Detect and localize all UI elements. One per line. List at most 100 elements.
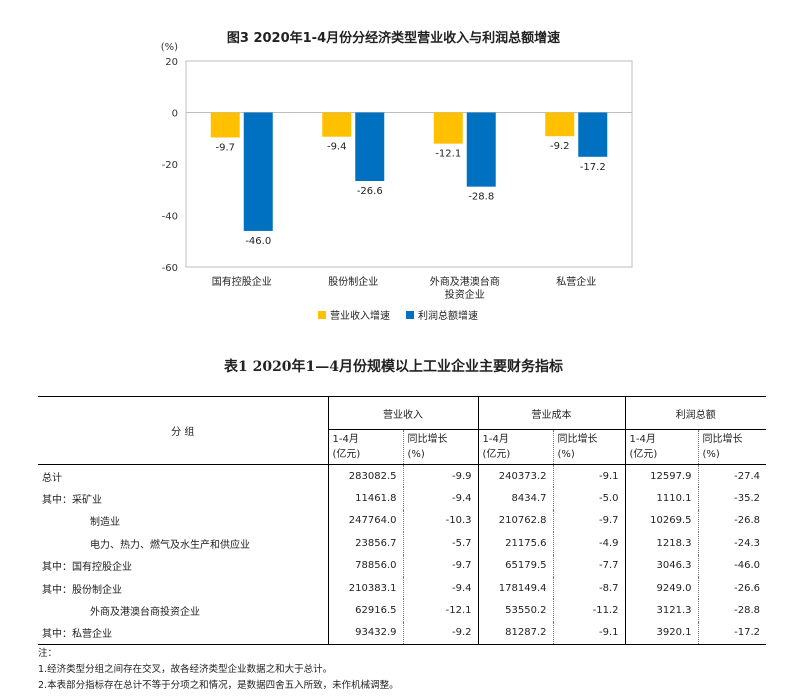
cell-cost-growth: -8.7 — [552, 576, 625, 600]
note-2: 2.本表部分指标存在总计不等于分项之和情况，是数据四舍五入所致，未作机械调整。 — [38, 680, 399, 691]
cell-profit-growth: -26.8 — [697, 509, 766, 533]
subheader-revenue-growth: 同比增长 (%) — [402, 429, 478, 465]
table-row: 其中：采矿业 11461.8 -9.4 8434.7 -5.0 1110.1 -35.2 — [38, 487, 766, 510]
row-label: 外商及港澳台商投资企业 — [90, 607, 200, 619]
row-label: 其中：股份制企业 — [42, 584, 122, 596]
cell-profit-value: 1218.3 — [624, 532, 698, 555]
cell-profit-value: 3046.3 — [624, 554, 698, 577]
group-column-header: 分 组 — [38, 396, 328, 465]
cell-cost-value: 81287.2 — [477, 621, 553, 646]
cell-revenue-growth: -9.2 — [402, 621, 478, 646]
legend-swatch-profit — [406, 310, 414, 319]
cell-revenue-growth: -9.9 — [402, 464, 478, 488]
cell-cost-growth: -5.0 — [552, 487, 625, 510]
cell-cost-value: 21175.6 — [477, 532, 553, 555]
cell-revenue-growth: -9.7 — [402, 554, 478, 577]
y-tick-label: 0 — [172, 109, 178, 120]
cell-profit-growth: -17.2 — [697, 621, 766, 646]
bar-revenue — [545, 112, 575, 137]
legend-label-revenue: 营业收入增速 — [330, 311, 390, 322]
cell-profit-value: 10269.5 — [624, 509, 698, 533]
cell-revenue-growth: -10.3 — [402, 509, 478, 533]
cell-revenue-value: 210383.1 — [327, 576, 403, 600]
subheader-cost-value-unit: (亿元) — [482, 449, 511, 460]
cell-revenue-value: 23856.7 — [327, 532, 403, 555]
plot-frame — [185, 60, 633, 268]
bar-revenue — [433, 112, 463, 144]
y-axis-unit: (%) — [161, 42, 178, 53]
x-category-label: 股份制企业 — [328, 275, 378, 288]
x-category-label: 国有控股企业 — [212, 275, 272, 288]
row-label: 总计 — [42, 472, 62, 484]
cell-cost-growth: -11.2 — [552, 599, 625, 622]
table-row: 其中：私营企业 93432.9 -9.2 81287.2 -9.1 3920.1 -17.2 — [38, 621, 766, 646]
subheader-profit-growth-unit: (%) — [702, 449, 720, 460]
table-row: 总计 283082.5 -9.9 240373.2 -9.1 12597.9 -27.4 — [38, 464, 766, 488]
cell-profit-growth: -24.3 — [697, 532, 766, 555]
bar-profit — [466, 112, 496, 187]
row-label: 电力、热力、燃气及水生产和供应业 — [90, 539, 250, 551]
subheader-revenue-value: 1-4月 (亿元) — [327, 429, 403, 465]
table-row: 制造业 247764.0 -10.3 210762.8 -9.7 10269.5 -26.8 — [38, 509, 766, 533]
table-row: 电力、热力、燃气及水生产和供应业 23856.7 -5.7 21175.6 -4.9 12… — [38, 532, 766, 555]
cell-cost-value: 240373.2 — [477, 464, 553, 488]
table-row: 外商及港澳台商投资企业 62916.5 -12.1 53550.2 -11.2 3121.… — [38, 599, 766, 622]
cell-revenue-value: 62916.5 — [327, 599, 403, 622]
subheader-revenue-growth-label: 同比增长 — [407, 434, 448, 445]
cell-cost-value: 178149.4 — [477, 576, 553, 600]
data-label-profit: -46.0 — [245, 236, 271, 247]
subheader-cost-value: 1-4月 (亿元) — [477, 429, 553, 465]
subheader-cost-growth: 同比增长 (%) — [552, 429, 625, 465]
x-category-label: 外商及港澳台商 — [430, 275, 500, 288]
plot-area: (%) 20 0 -20 -40 -60 -9.7 -46.0 国有控股企业 -9.4 -26.6 股… — [161, 42, 633, 300]
table-title: 表1 2020年1—4月份规模以上工业企业主要财务指标 — [223, 359, 564, 375]
y-tick-label: -20 — [162, 160, 178, 171]
cell-profit-value: 3920.1 — [624, 621, 698, 646]
data-label-profit: -26.6 — [357, 186, 383, 197]
table-row: 其中：股份制企业 210383.1 -9.4 178149.4 -8.7 9249.0 -2… — [38, 576, 766, 600]
cell-cost-growth: -4.9 — [552, 532, 625, 555]
bar-revenue — [322, 112, 352, 137]
data-label-revenue: -9.2 — [550, 141, 570, 152]
cell-profit-growth: -46.0 — [697, 554, 766, 577]
header-profit: 利润总额 — [624, 396, 766, 430]
cell-revenue-growth: -5.7 — [402, 532, 478, 555]
figure-title: 图3 2020年1-4月份分经济类型营业收入与利润总额增速 — [226, 31, 561, 46]
row-label: 制造业 — [90, 517, 120, 529]
subheader-revenue-value-label: 1-4月 — [332, 434, 359, 445]
cell-revenue-growth: -9.4 — [402, 576, 478, 600]
cell-revenue-growth: -12.1 — [402, 599, 478, 622]
cell-cost-growth: -9.7 — [552, 509, 625, 533]
row-label: 其中：国有控股企业 — [42, 562, 132, 574]
table-body: 总计 283082.5 -9.9 240373.2 -9.1 12597.9 -27.4 其中… — [38, 464, 766, 646]
bar-profit — [578, 112, 608, 157]
cell-profit-value: 3121.3 — [624, 599, 698, 622]
subheader-profit-growth-label: 同比增长 — [702, 434, 743, 445]
cell-revenue-value: 283082.5 — [327, 464, 403, 488]
y-tick-label: -40 — [162, 212, 178, 223]
cell-revenue-growth: -9.4 — [402, 487, 478, 510]
chart-legend: 营业收入增速 利润总额增速 — [318, 307, 478, 322]
note-1: 1.经济类型分组之间存在交叉，故各经济类型企业数据之和大于总计。 — [38, 664, 333, 675]
cell-cost-growth: -9.1 — [552, 464, 625, 488]
cell-revenue-value: 11461.8 — [327, 487, 403, 510]
header-revenue: 营业收入 — [327, 396, 478, 430]
subheader-cost-growth-label: 同比增长 — [557, 434, 598, 445]
cell-profit-value: 1110.1 — [624, 487, 698, 510]
cell-cost-value: 53550.2 — [477, 599, 553, 622]
subheader-profit-growth: 同比增长 (%) — [697, 429, 766, 465]
cell-cost-growth: -7.7 — [552, 554, 625, 577]
financial-indicators-table: 分 组 营业收入 营业成本 利润总额 1-4月 (亿元) 同比增长 (%) 1-4月… — [38, 396, 766, 646]
y-tick-label: -60 — [162, 263, 178, 274]
subheader-revenue-value-unit: (亿元) — [332, 449, 361, 460]
table-row: 其中：国有控股企业 78856.0 -9.7 65179.5 -7.7 3046.3 -46… — [38, 554, 766, 577]
cell-profit-growth: -26.6 — [697, 576, 766, 600]
cell-profit-value: 9249.0 — [624, 576, 698, 600]
header-cost: 营业成本 — [477, 396, 625, 430]
subheader-profit-value: 1-4月 (亿元) — [624, 429, 698, 465]
data-label-revenue: -9.4 — [327, 142, 347, 153]
data-label-profit: -17.2 — [580, 162, 606, 173]
y-tick-label: 20 — [165, 57, 178, 68]
subheader-profit-value-label: 1-4月 — [629, 434, 656, 445]
footnotes: 注： 1.经济类型分组之间存在交叉，故各经济类型企业数据之和大于总计。 2.本表… — [38, 646, 399, 694]
